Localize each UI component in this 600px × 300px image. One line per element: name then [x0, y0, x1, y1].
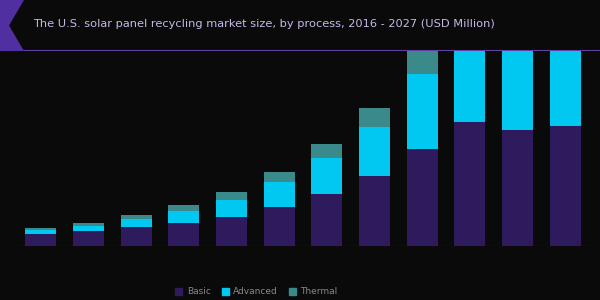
Bar [311, 158, 343, 194]
Bar [216, 192, 247, 200]
Bar [454, 0, 485, 22]
Bar [216, 217, 247, 246]
Bar [263, 182, 295, 207]
Bar [502, 11, 533, 39]
Bar [121, 215, 152, 219]
Bar [73, 231, 104, 246]
Bar [121, 219, 152, 227]
Bar [216, 200, 247, 217]
Polygon shape [0, 0, 24, 51]
Bar [359, 127, 390, 176]
Bar [407, 148, 438, 246]
Bar [502, 130, 533, 246]
Bar [73, 226, 104, 231]
Bar [168, 205, 199, 211]
Bar [502, 39, 533, 130]
Bar [550, 0, 581, 29]
Bar [121, 227, 152, 246]
Bar [550, 29, 581, 126]
Bar [454, 122, 485, 246]
Bar [25, 234, 56, 246]
Bar [407, 46, 438, 74]
Bar [168, 211, 199, 223]
Bar [359, 107, 390, 127]
Bar [25, 230, 56, 234]
Bar [73, 223, 104, 226]
Bar [263, 207, 295, 246]
Bar [168, 223, 199, 246]
Bar [454, 22, 485, 122]
Legend: Basic, Advanced, Thermal: Basic, Advanced, Thermal [172, 284, 341, 300]
Text: The U.S. solar panel recycling market size, by process, 2016 - 2027 (USD Million: The U.S. solar panel recycling market si… [33, 20, 495, 29]
Bar [407, 74, 438, 148]
Bar [550, 126, 581, 246]
Bar [359, 176, 390, 246]
Bar [311, 194, 343, 246]
Bar [25, 229, 56, 230]
Bar [311, 144, 343, 158]
Bar [263, 172, 295, 182]
